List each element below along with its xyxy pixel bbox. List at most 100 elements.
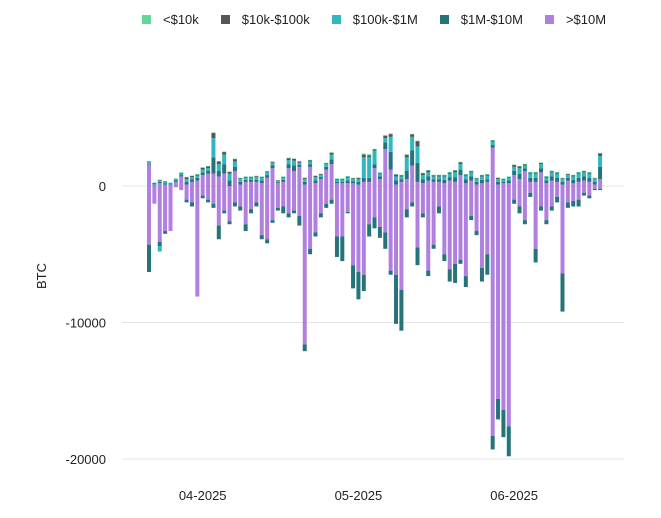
- bar-segment-negative: [206, 186, 211, 200]
- bar-segment-positive: [157, 179, 162, 181]
- bar-segment-positive: [560, 178, 565, 180]
- bar-segment-positive: [184, 181, 189, 185]
- bar-segment-positive: [479, 175, 484, 177]
- bar-segment-positive: [361, 153, 366, 155]
- bar-segment-positive: [324, 166, 329, 170]
- legend-item-10k-100k[interactable]: $10k-$100k: [220, 12, 310, 27]
- bar-segment-positive: [539, 162, 544, 165]
- bar-segment-positive: [463, 174, 468, 176]
- legend-item-gt-10m[interactable]: >$10M: [544, 12, 607, 27]
- bar-segment-positive: [598, 152, 603, 154]
- bar-segment-positive: [555, 181, 560, 186]
- bar-segment-positive: [522, 164, 527, 166]
- bar-segment-positive: [399, 174, 404, 176]
- bar-segment-negative: [549, 186, 554, 207]
- bar-segment-positive: [377, 176, 382, 180]
- bar-segment-positive: [222, 151, 227, 153]
- bar-segment-positive: [420, 173, 425, 176]
- bar-segment-negative: [372, 217, 377, 229]
- legend-swatch: [331, 15, 341, 24]
- legend-item-1m-10m[interactable]: $1M-$10M: [439, 12, 523, 27]
- bar-segment-positive: [308, 166, 313, 186]
- bar-segment-negative: [447, 186, 452, 270]
- bar-segment-positive: [517, 179, 522, 186]
- bar-segment-positive: [367, 181, 372, 186]
- bar-segment-negative: [383, 232, 388, 249]
- bar-segment-positive: [356, 184, 361, 186]
- bar-segment-positive: [243, 179, 248, 182]
- bar-segment-negative: [243, 186, 248, 225]
- bar-segment-positive: [200, 172, 205, 176]
- legend-item-lt-10k[interactable]: <$10k: [142, 12, 199, 27]
- bar-segment-positive: [157, 183, 162, 186]
- bar-segment-positive: [469, 170, 474, 173]
- bar-segment-positive: [308, 164, 313, 167]
- bar-segment-positive: [479, 174, 484, 176]
- bar-segment-positive: [297, 162, 302, 165]
- bar-segment-positive: [415, 146, 420, 163]
- bar-segment-negative: [592, 188, 597, 191]
- bar-segment-negative: [329, 186, 334, 200]
- bar-segment-positive: [189, 175, 194, 178]
- bar-segment-positive: [195, 180, 200, 186]
- y-axis-title: BTC: [34, 263, 49, 289]
- bar-segment-positive: [173, 178, 178, 180]
- bar-segment-positive: [458, 162, 463, 165]
- bar-segment-positive: [442, 174, 447, 176]
- bar-segment-positive: [560, 179, 565, 182]
- bar-segment-positive: [549, 170, 554, 173]
- bar-segment-negative: [442, 186, 447, 255]
- bar-segment-positive: [291, 158, 296, 160]
- bar-segment-negative: [442, 254, 447, 262]
- bar-segment-negative: [598, 188, 603, 191]
- bars: [147, 132, 603, 457]
- bar-segment-positive: [173, 178, 178, 180]
- bar-segment-positive: [232, 161, 237, 167]
- bar-segment-negative: [458, 259, 463, 264]
- legend-item-100k-1m[interactable]: $100k-$1M: [331, 12, 418, 27]
- bar-segment-negative: [463, 276, 468, 288]
- bar-segment-positive: [490, 139, 495, 141]
- bar-segment-negative: [324, 203, 329, 208]
- bar-segment-positive: [555, 173, 560, 178]
- bar-segment-positive: [388, 133, 393, 135]
- bar-segment-positive: [334, 178, 339, 180]
- bar-segment-positive: [576, 173, 581, 178]
- bar-segment-negative: [189, 202, 194, 207]
- bar-segment-positive: [184, 179, 189, 182]
- bar-segment-positive: [372, 164, 377, 169]
- y-tick-label: -10000: [66, 316, 106, 331]
- legend-label: >$10M: [565, 12, 607, 27]
- bar-segment-positive: [372, 149, 377, 151]
- bar-segment-positive: [345, 176, 350, 177]
- bar-segment-positive: [598, 179, 603, 186]
- bar-segment-negative: [313, 186, 318, 233]
- bar-segment-negative: [565, 186, 570, 203]
- bar-segment-positive: [539, 172, 544, 186]
- bar-segment-negative: [168, 186, 173, 232]
- bar-segment-positive: [367, 155, 372, 158]
- bar-segment-positive: [506, 176, 511, 178]
- bar-segment-positive: [351, 179, 356, 182]
- bar-segment-positive: [490, 141, 495, 146]
- bar-segment-positive: [565, 173, 570, 175]
- bar-segment-positive: [404, 179, 409, 186]
- bar-segment-positive: [227, 173, 232, 181]
- bar-segment-positive: [426, 180, 431, 186]
- bar-segment-positive: [506, 183, 511, 186]
- bar-segment-negative: [479, 186, 484, 268]
- bar-segment-positive: [474, 181, 479, 185]
- bar-segment-positive: [399, 181, 404, 186]
- bar-segment-positive: [453, 177, 458, 182]
- bar-segment-positive: [377, 172, 382, 173]
- bar-segment-positive: [587, 172, 592, 174]
- bar-segment-positive: [340, 178, 345, 180]
- bar-segment-positive: [265, 170, 270, 172]
- bar-segment-negative: [291, 186, 296, 211]
- bar-segment-negative: [281, 186, 286, 207]
- bar-segment-positive: [238, 177, 243, 179]
- bar-segment-negative: [227, 221, 232, 225]
- bar-segment-negative: [259, 186, 264, 236]
- bar-segment-positive: [436, 181, 441, 186]
